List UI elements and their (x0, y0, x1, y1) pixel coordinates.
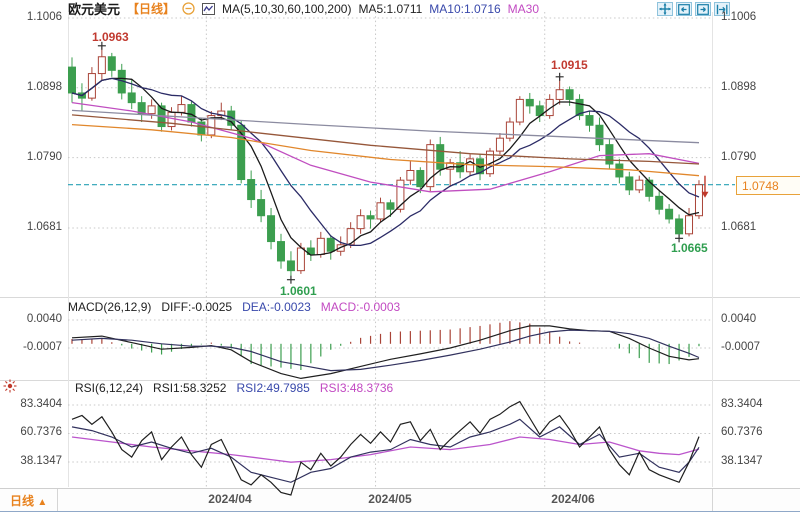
bar-divider (712, 489, 713, 511)
pane-separator (0, 297, 800, 298)
current-price-badge: 1.0748 (736, 176, 800, 195)
line-chart-icon (202, 2, 216, 15)
ma-legend-prefix: MA(5,10,30,60,100,200) (222, 1, 352, 16)
axis-tick-label: 38.1347 (20, 454, 62, 467)
chart-toolbar (657, 2, 730, 16)
axis-tick-label: 1.1006 (26, 11, 62, 23)
axis-tick-label: 83.3404 (20, 398, 62, 410)
low-annotation: 1.0601 (280, 284, 317, 298)
ma10-value: MA10:1.0716 (429, 1, 501, 16)
low-annotation: 1.0665 (671, 241, 708, 255)
axis-tick-label: 1.0898 (721, 80, 757, 93)
go-latest-button[interactable] (714, 2, 730, 16)
axis-tick-label: 0.0040 (721, 312, 757, 325)
axis-tick-label: 1.1006 (721, 11, 757, 23)
x-axis-date: 2024/06 (551, 492, 595, 506)
axis-tick-label: 1.0790 (721, 150, 757, 163)
macd-header: MACD(26,12,9) DIFF:-0.0025 DEA:-0.0023 M… (68, 300, 400, 314)
timeframe-label: 日线 (10, 494, 35, 508)
axis-tick-label: -0.0007 (721, 340, 761, 353)
axis-tick-label: 1.0790 (26, 150, 62, 163)
high-annotation: 1.0915 (551, 58, 588, 72)
rsi1-value: RSI1:58.3252 (153, 381, 227, 395)
axis-tick-label: 60.7376 (20, 426, 62, 439)
zoom-in-button[interactable] (695, 2, 711, 16)
bar-divider (57, 489, 58, 511)
macd-diff-value: DIFF:-0.0025 (161, 300, 233, 314)
plot-left-edge (68, 12, 69, 487)
axis-tick-label: 0.0040 (26, 312, 62, 325)
macd-macd-value: MACD:-0.0003 (320, 300, 401, 314)
chart-header: 欧元美元 【日线】 MA(5,10,30,60,100,200) MA5:1.0… (68, 0, 540, 18)
ma5-value: MA5:1.0711 (358, 1, 423, 16)
timeframe-selector[interactable]: 日线 ▲ (10, 492, 47, 509)
symbol-title: 欧元美元 (68, 2, 121, 17)
ma30-label: MA30 (507, 1, 540, 16)
time-axis-bar: 日线 ▲ 2024/04 2024/05 2024/06 (0, 488, 800, 512)
pane-separator (0, 380, 800, 381)
minus-circle-icon (182, 2, 195, 15)
zoom-in-icon (697, 3, 709, 15)
plot-right-edge (712, 12, 713, 487)
rsi3-value: RSI3:48.3736 (319, 381, 394, 395)
macd-dea-value: DEA:-0.0023 (242, 300, 311, 314)
red-gear-icon (3, 379, 17, 393)
indicator-settings-button[interactable] (202, 2, 216, 15)
crosshair-button[interactable] (657, 2, 673, 16)
axis-tick-label: 1.0898 (26, 80, 62, 93)
rsi-header: RSI(6,12,24) RSI1:58.3252 RSI2:49.7985 R… (75, 381, 393, 395)
axis-tick-label: -0.0007 (22, 340, 62, 353)
crosshair-icon (659, 3, 671, 15)
x-axis-date: 2024/05 (368, 492, 412, 506)
zoom-out-button[interactable] (676, 2, 692, 16)
rsi-settings-button[interactable] (3, 379, 17, 393)
axis-tick-label: 1.0681 (721, 220, 757, 233)
axis-tick-label: 83.3404 (721, 398, 763, 410)
chevron-up-icon: ▲ (37, 497, 48, 508)
x-axis-date: 2024/04 (208, 492, 252, 506)
rsi2-value: RSI2:49.7985 (236, 381, 310, 395)
zoom-out-icon (678, 3, 690, 15)
macd-name: MACD(26,12,9) (68, 300, 152, 314)
axis-tick-label: 38.1347 (721, 454, 763, 467)
high-annotation: 1.0963 (92, 30, 129, 44)
arrow-exit-right-icon (716, 4, 728, 14)
collapse-indicator-button[interactable] (182, 2, 195, 15)
axis-tick-label: 1.0681 (26, 220, 62, 233)
rsi-name: RSI(6,12,24) (75, 381, 144, 395)
period-tag: 【日线】 (127, 2, 176, 16)
axis-tick-label: 60.7376 (721, 426, 763, 439)
